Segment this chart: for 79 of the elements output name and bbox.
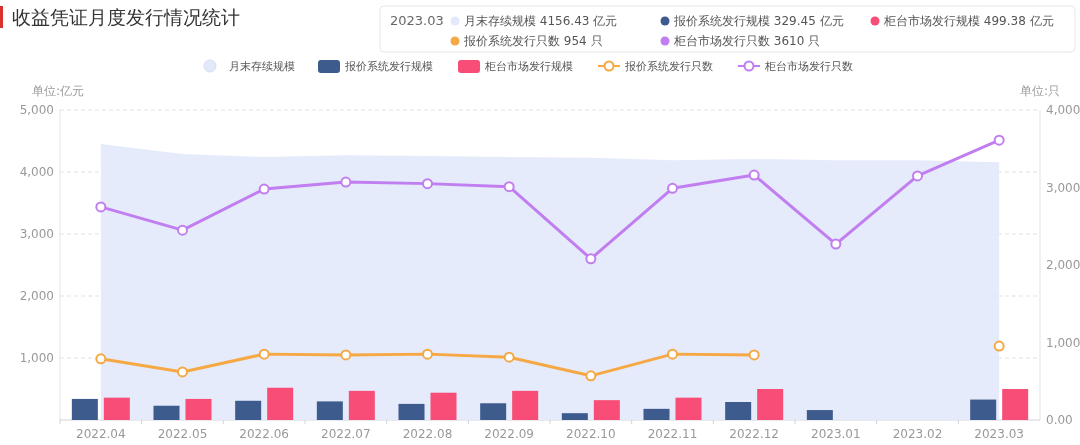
text: 2023.03: [390, 13, 444, 28]
legend-label: 报价系统发行规模: [344, 60, 433, 73]
point: [503, 351, 515, 363]
bar: [757, 389, 784, 420]
point: [585, 370, 597, 382]
y-tick-label: 5,000: [19, 103, 54, 117]
legend-label: 报价系统发行只数: [624, 60, 713, 73]
y2-tick-label: 3,000: [1046, 180, 1080, 195]
x-tick-label: 2023.03: [974, 427, 1024, 441]
bar: [267, 387, 294, 420]
text: 柜台市场发行只数 3610 只: [673, 34, 821, 48]
y-tick-label: 3,000: [19, 227, 54, 241]
bar: [430, 392, 457, 420]
bar: [153, 405, 180, 420]
y-tick-label: 1,000: [19, 351, 54, 365]
y2-tick-label: 4,000: [1046, 103, 1080, 117]
legend-label: 柜台市场发行只数: [764, 60, 853, 73]
bar: [643, 408, 670, 420]
point: [748, 349, 760, 361]
point: [912, 170, 923, 182]
x-tick-label: 2023.02: [892, 427, 943, 441]
point: [177, 366, 188, 378]
bar: [970, 399, 997, 420]
legend-label: 柜台市场发行规模: [484, 60, 573, 73]
y2-tick-label: 1,000: [1046, 335, 1080, 350]
point: [340, 176, 352, 188]
point: [830, 238, 842, 250]
y-tick-label: 4,000: [19, 165, 54, 179]
x-tick-label: 2022.12: [729, 427, 779, 441]
x-tick-label: 2022.11: [647, 427, 698, 441]
bar: [398, 403, 425, 420]
x-tick-label: 2023.01: [811, 427, 861, 441]
y-tick-label: 2,000: [19, 289, 54, 303]
bar: [316, 401, 343, 420]
y2-tick-label: 0.00: [1046, 413, 1073, 427]
point: [667, 348, 678, 360]
y-axis-title: 单位:亿元: [32, 84, 85, 98]
point: [503, 181, 515, 193]
bar: [561, 413, 588, 420]
bar: [480, 403, 507, 420]
x-tick-label: 2022.10: [566, 427, 616, 441]
text: 报价系统发行只数 954 只: [463, 34, 603, 48]
x-tick-label: 2022.07: [321, 427, 371, 441]
point: [95, 201, 107, 213]
point: [258, 183, 270, 195]
bar: [348, 390, 375, 420]
bar: [235, 400, 262, 420]
bar: [71, 398, 98, 420]
bar: [725, 402, 752, 420]
bar: [512, 390, 539, 420]
point: [422, 348, 433, 360]
y2-tick-label: 2,000: [1046, 258, 1080, 272]
point: [177, 224, 188, 236]
chart-title: 收益凭证月度发行情况统计: [12, 6, 240, 28]
bar: [103, 397, 130, 420]
bar: [675, 397, 702, 420]
legend-label: 月末存续规模: [229, 60, 295, 73]
point: [748, 169, 760, 181]
x-tick-label: 2022.09: [484, 427, 534, 441]
point: [422, 178, 433, 190]
bar: [1002, 389, 1029, 420]
y2-axis-title: 单位:只: [1020, 84, 1061, 98]
x-tick-label: 2022.06: [239, 427, 289, 441]
text: 柜台市场发行规模 499.38 亿元: [883, 14, 1054, 28]
bar: [806, 410, 833, 420]
x-tick-label: 2022.08: [402, 427, 453, 441]
text: 月末存续规模 4156.43 亿元: [464, 14, 618, 28]
x-tick-label: 2022.05: [157, 427, 208, 441]
x-tick-label: 2022.04: [76, 427, 126, 441]
point: [993, 134, 1005, 146]
point: [95, 353, 107, 365]
point: [258, 348, 270, 360]
point: [585, 253, 597, 265]
point: [667, 182, 678, 194]
text: 报价系统发行规模 329.45 亿元: [673, 14, 844, 28]
point: [993, 340, 1005, 352]
bar: [593, 400, 620, 420]
point: [340, 349, 352, 361]
bar: [185, 398, 212, 420]
